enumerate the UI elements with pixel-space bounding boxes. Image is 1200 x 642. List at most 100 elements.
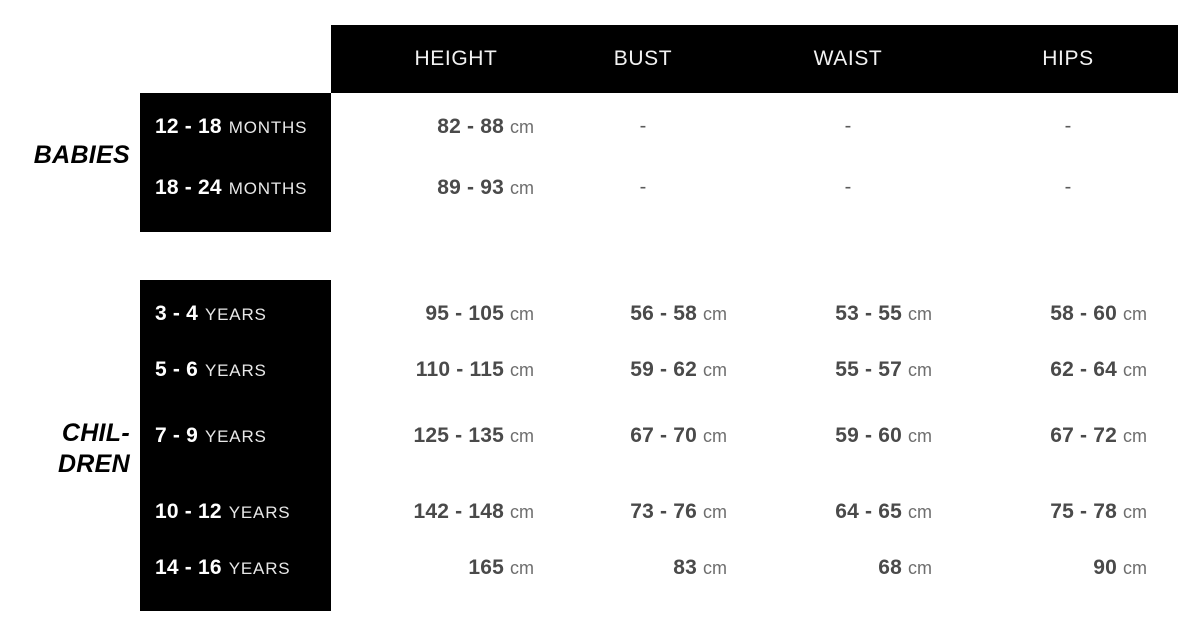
data-cell-height: 165 cm <box>314 556 534 582</box>
size-age-range: 14 - 16 <box>155 556 222 579</box>
measurement-unit: cm <box>1123 304 1147 324</box>
data-cell-hips: 62 - 64 cm <box>927 358 1147 384</box>
size-age-unit: MONTHS <box>228 118 308 137</box>
measurement-unit: cm <box>908 426 932 446</box>
measurement-unit: cm <box>510 558 534 578</box>
measurement-unit: cm <box>703 502 727 522</box>
group-label-babies: BABIES <box>8 140 130 171</box>
measurement-unit: cm <box>510 360 534 380</box>
data-cell-waist: 64 - 65 cm <box>712 500 932 526</box>
measurement-value: 56 - 58 <box>630 302 697 325</box>
data-cell-height: 82 - 88 cm <box>314 115 534 141</box>
empty-value-dash: - <box>1064 176 1072 198</box>
data-cell-bust: 83 cm <box>507 556 727 582</box>
measurement-unit: cm <box>1123 558 1147 578</box>
size-age-unit: YEARS <box>205 361 267 380</box>
measurement-value: 95 - 105 <box>425 302 504 325</box>
size-label-row[interactable]: 5 - 6 YEARS <box>155 358 267 386</box>
size-age-unit: YEARS <box>205 305 267 324</box>
empty-value-dash: - <box>639 115 647 137</box>
size-label-row[interactable]: 18 - 24 MONTHS <box>155 176 307 204</box>
measurement-value: 68 <box>878 556 902 579</box>
size-age-range: 18 - 24 <box>155 176 222 199</box>
size-age-range: 12 - 18 <box>155 115 222 138</box>
group-label-line: DREN <box>57 449 130 478</box>
measurement-value: 142 - 148 <box>413 500 504 523</box>
data-cell-bust: - <box>583 176 703 202</box>
measurement-value: 83 <box>673 556 697 579</box>
data-cell-height: 110 - 115 cm <box>314 358 534 384</box>
data-cell-waist: 59 - 60 cm <box>712 424 932 450</box>
measurement-unit: cm <box>703 304 727 324</box>
measurement-value: 82 - 88 <box>437 115 504 138</box>
measurement-unit: cm <box>908 304 932 324</box>
measurement-value: 55 - 57 <box>835 358 902 381</box>
column-header-bust: BUST <box>613 47 673 70</box>
measurement-unit: cm <box>510 178 534 198</box>
size-age-range: 10 - 12 <box>155 500 222 523</box>
measurement-unit: cm <box>908 502 932 522</box>
measurement-value: 73 - 76 <box>630 500 697 523</box>
group-label-line: BABIES <box>33 141 130 169</box>
measurement-unit: cm <box>510 502 534 522</box>
measurement-unit: cm <box>703 426 727 446</box>
data-cell-hips: 67 - 72 cm <box>927 424 1147 450</box>
data-cell-hips: - <box>1008 115 1128 141</box>
data-cell-bust: - <box>583 115 703 141</box>
size-age-range: 7 - 9 <box>155 424 199 447</box>
data-cell-waist: 68 cm <box>712 556 932 582</box>
data-cell-height: 95 - 105 cm <box>314 302 534 328</box>
group-label-children: CHIL- DREN <box>8 418 130 479</box>
measurement-value: 67 - 72 <box>1050 424 1117 447</box>
measurement-value: 67 - 70 <box>630 424 697 447</box>
data-cell-waist: 53 - 55 cm <box>712 302 932 328</box>
measurement-value: 59 - 62 <box>630 358 697 381</box>
data-cell-waist: 55 - 57 cm <box>712 358 932 384</box>
measurement-value: 89 - 93 <box>437 176 504 199</box>
column-header-height: HEIGHT <box>414 47 498 70</box>
measurement-unit: cm <box>510 304 534 324</box>
size-label-row[interactable]: 10 - 12 YEARS <box>155 500 290 528</box>
empty-value-dash: - <box>844 176 852 198</box>
data-cell-hips: 58 - 60 cm <box>927 302 1147 328</box>
measurement-unit: cm <box>908 558 932 578</box>
size-label-row[interactable]: 14 - 16 YEARS <box>155 556 290 584</box>
empty-value-dash: - <box>1064 115 1072 137</box>
column-header-hips: HIPS <box>1042 47 1094 70</box>
measurement-value: 53 - 55 <box>835 302 902 325</box>
data-cell-bust: 67 - 70 cm <box>507 424 727 450</box>
data-cell-hips: 90 cm <box>927 556 1147 582</box>
size-label-block-children: 3 - 4 YEARS 5 - 6 YEARS 7 - 9 YEARS 10 - 12 YEA… <box>140 280 331 611</box>
size-label-row[interactable]: 7 - 9 YEARS <box>155 424 267 452</box>
measurement-unit: cm <box>908 360 932 380</box>
data-cell-height: 125 - 135 cm <box>314 424 534 450</box>
measurement-unit: cm <box>1123 426 1147 446</box>
data-cell-hips: - <box>1008 176 1128 202</box>
empty-value-dash: - <box>639 176 647 198</box>
data-cell-waist: - <box>788 176 908 202</box>
table-header-bar: HEIGHT BUST WAIST HIPS <box>331 25 1178 93</box>
column-header-waist: WAIST <box>813 47 883 70</box>
measurement-value: 165 <box>468 556 504 579</box>
measurement-unit: cm <box>703 360 727 380</box>
empty-value-dash: - <box>844 115 852 137</box>
measurement-value: 59 - 60 <box>835 424 902 447</box>
size-label-row[interactable]: 12 - 18 MONTHS <box>155 115 307 143</box>
measurement-value: 58 - 60 <box>1050 302 1117 325</box>
data-cell-bust: 73 - 76 cm <box>507 500 727 526</box>
size-age-unit: YEARS <box>228 559 291 578</box>
size-label-block-babies: 12 - 18 MONTHS 18 - 24 MONTHS <box>140 93 331 232</box>
measurement-unit: cm <box>510 117 534 137</box>
size-age-range: 3 - 4 <box>155 302 199 325</box>
data-cell-bust: 56 - 58 cm <box>507 302 727 328</box>
group-label-line: CHIL- <box>61 419 130 447</box>
measurement-unit: cm <box>1123 502 1147 522</box>
measurement-unit: cm <box>510 426 534 446</box>
size-age-unit: YEARS <box>205 427 267 446</box>
measurement-unit: cm <box>1123 360 1147 380</box>
size-label-row[interactable]: 3 - 4 YEARS <box>155 302 267 330</box>
measurement-value: 75 - 78 <box>1050 500 1117 523</box>
measurement-value: 64 - 65 <box>835 500 902 523</box>
data-cell-height: 89 - 93 cm <box>314 176 534 202</box>
